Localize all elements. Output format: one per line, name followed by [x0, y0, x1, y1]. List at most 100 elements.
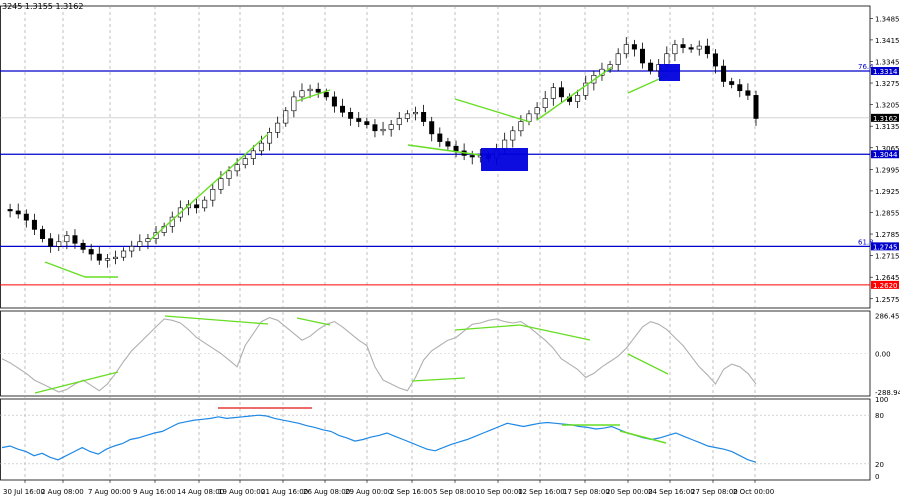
cci-divergence-line	[519, 324, 591, 341]
candle-body	[121, 250, 127, 258]
divergence-line	[536, 66, 613, 121]
pane-frame-2	[0, 310, 871, 397]
zone-box	[659, 64, 680, 81]
candle-body	[380, 128, 386, 132]
rsi-y-label: 0	[875, 473, 879, 481]
candle-body	[340, 105, 346, 113]
candle-body	[623, 44, 629, 55]
divergence-line	[296, 89, 331, 102]
level-price-box	[871, 67, 899, 76]
divergence-line	[44, 261, 86, 278]
y-tick-label: 1.2575	[875, 296, 900, 304]
candle-body	[23, 213, 29, 221]
candle-body	[48, 238, 54, 247]
candle-body	[753, 95, 759, 119]
cci-y-label: 0.00	[875, 351, 891, 359]
candle-body	[299, 90, 305, 98]
cci-divergence-line	[296, 317, 331, 326]
candle-body	[429, 121, 435, 135]
close-price-label: 1.3162	[873, 115, 898, 123]
candle-body	[526, 113, 532, 122]
cci-y-label: 286.455	[875, 312, 900, 320]
cci-divergence-line	[454, 324, 521, 331]
level-price-label: 1.2620	[873, 282, 898, 290]
rsi-annotation-line	[619, 430, 667, 444]
candle-body	[453, 145, 459, 152]
divergence-line	[407, 144, 481, 156]
candle-body	[534, 107, 540, 115]
level-price-label: 1.2745	[873, 243, 898, 251]
candle-body	[696, 45, 702, 50]
candle-body	[7, 209, 13, 212]
candle-body	[250, 150, 256, 159]
candle-body	[542, 98, 548, 108]
rsi-y-label: 80	[875, 412, 884, 420]
candle-body	[388, 124, 394, 130]
y-tick-label: 1.3135	[875, 123, 900, 131]
candle-body	[80, 242, 86, 250]
candle-body	[88, 249, 94, 255]
y-tick-label: 1.3485	[875, 15, 900, 23]
candle-body	[291, 96, 297, 112]
x-tick-label: 29 Aug 00:00	[345, 488, 392, 496]
candle-body	[267, 132, 273, 144]
x-tick-label: 2 Aug 08:00	[41, 488, 84, 496]
x-tick-label: 26 Aug 08:00	[303, 488, 350, 496]
x-tick-label: 5 Sep 08:00	[433, 488, 475, 496]
candle-body	[558, 87, 564, 98]
candle-body	[575, 95, 581, 102]
candle-body	[104, 258, 110, 261]
candle-body	[315, 88, 321, 93]
candle-body	[331, 96, 337, 107]
candle-body	[113, 256, 119, 259]
candle-body	[323, 91, 329, 98]
symbol-price-header: 3245 1.3155 1.3162	[2, 2, 84, 11]
candle-body	[672, 44, 678, 55]
candle-body	[72, 235, 78, 244]
candle-body	[664, 53, 670, 65]
y-tick-label: 1.2925	[875, 188, 900, 196]
close-price-box	[871, 113, 899, 122]
candle-body	[550, 87, 556, 99]
x-tick-label: 12 Sep 16:00	[518, 488, 565, 496]
candle-body	[704, 45, 710, 55]
candle-body	[712, 53, 718, 67]
candle-body	[364, 121, 370, 125]
candle-body	[721, 65, 727, 82]
y-tick-label: 1.2645	[875, 274, 900, 282]
candle-body	[745, 90, 751, 96]
candle-body	[729, 81, 735, 85]
y-tick-label: 1.3275	[875, 80, 900, 88]
x-tick-label: 19 Aug 00:00	[218, 488, 265, 496]
pane-frame-1	[0, 5, 871, 309]
candle-body	[639, 48, 645, 64]
y-tick-label: 1.3345	[875, 58, 900, 66]
candle-body	[680, 44, 686, 48]
y-tick-label: 1.3415	[875, 37, 900, 45]
candle-body	[502, 139, 508, 150]
rsi-y-label: 100	[875, 396, 888, 404]
y-tick-label: 1.2855	[875, 209, 900, 217]
candle-body	[518, 121, 524, 132]
level-price-label: 1.3044	[873, 151, 898, 159]
level-price-label: 1.3314	[873, 68, 898, 76]
candle-body	[307, 88, 313, 92]
candle-body	[445, 141, 451, 147]
candle-body	[137, 241, 143, 247]
cci-y-label: -288.943	[875, 389, 900, 397]
y-tick-label: 1.3065	[875, 145, 900, 153]
candle-body	[194, 204, 200, 209]
cci-divergence-line	[164, 315, 269, 325]
candle-body	[64, 235, 70, 243]
cci-divergence-line	[627, 353, 669, 375]
candle-body	[202, 199, 208, 209]
y-tick-label: 1.3205	[875, 102, 900, 110]
x-tick-label: 21 Aug 16:00	[261, 488, 308, 496]
candle-body	[437, 133, 443, 142]
y-tick-label: 1.2715	[875, 253, 900, 261]
candle-body	[15, 210, 21, 215]
pane-frame-3	[0, 398, 871, 481]
candle-body	[372, 124, 378, 132]
x-tick-label: 20 Sep 00:00	[606, 488, 653, 496]
